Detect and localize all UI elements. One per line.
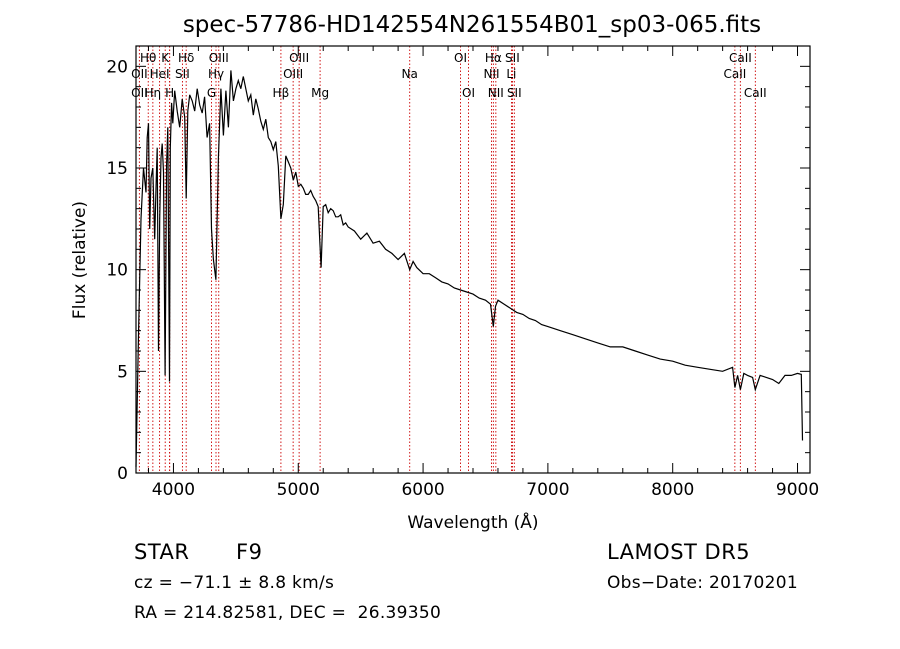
y-tick-label: 15 (106, 159, 128, 179)
line-label-7: Hδ (178, 51, 194, 65)
y-tick-label: 20 (106, 57, 128, 77)
y-tick-label: 10 (106, 261, 128, 281)
line-label-23: Li (506, 67, 516, 81)
line-label-8: SII (175, 67, 190, 81)
line-label-5: K (161, 51, 170, 65)
line-label-11: G (207, 86, 216, 100)
line-label-12: OIII (289, 51, 309, 65)
line-label-19: Hα (485, 51, 502, 65)
plot-frame (135, 45, 811, 474)
y-axis-label: Flux (relative) (70, 201, 90, 319)
line-label-25: CaII (729, 51, 752, 65)
coordinates-text: RA = 214.82581, DEC = 26.39350 (134, 603, 442, 623)
object-subclass: F9 (236, 540, 263, 564)
line-label-6: H (165, 86, 174, 100)
line-label-10: Hγ (208, 67, 224, 81)
emission-line-markers (138, 46, 756, 473)
y-tick-label: 5 (117, 362, 128, 382)
redshift-text: cz = −71.1 ± 8.8 km/s (134, 573, 335, 593)
x-tick-label: 4000 (152, 480, 195, 500)
chart-title: spec-57786-HD142554N261554B01_sp03-065.f… (183, 12, 761, 38)
x-tick-label: 6000 (401, 480, 444, 500)
line-label-21: NII (488, 86, 504, 100)
line-label-9: OIII (209, 51, 229, 65)
line-label-22: SII (505, 51, 520, 65)
axis-ticks: 4000 5000 6000 7000 8000 9000 0 5 10 15 20 (106, 46, 819, 500)
x-tick-label: 9000 (776, 480, 819, 500)
line-label-16: Na (402, 67, 418, 81)
line-label-3: OII (131, 67, 148, 81)
line-label-4: HeI (150, 67, 170, 81)
x-axis-label: Wavelength (Å) (407, 511, 538, 533)
survey-name: LAMOST DR5 (607, 540, 751, 564)
y-tick-label: 0 (117, 464, 128, 484)
line-label-26: CaII (723, 67, 746, 81)
line-label-24: SII (507, 86, 522, 100)
line-label-14: Hβ (273, 86, 290, 100)
object-class: STAR (134, 540, 190, 564)
line-label-1: Hη (144, 86, 161, 100)
line-label-18: OI (462, 86, 475, 100)
line-label-2: Hθ (140, 51, 156, 65)
line-label-13: OIII (283, 67, 303, 81)
line-label-0: OII (131, 86, 148, 100)
x-tick-label: 5000 (277, 480, 320, 500)
x-tick-label: 7000 (526, 480, 569, 500)
x-tick-label: 8000 (651, 480, 694, 500)
line-label-20: NII (483, 67, 499, 81)
obs-date-text: Obs−Date: 20170201 (607, 573, 798, 593)
line-label-17: OI (454, 51, 467, 65)
line-label-27: CaII (744, 86, 767, 100)
line-label-15: Mg (311, 86, 329, 100)
spectrum-series-line (135, 70, 804, 467)
